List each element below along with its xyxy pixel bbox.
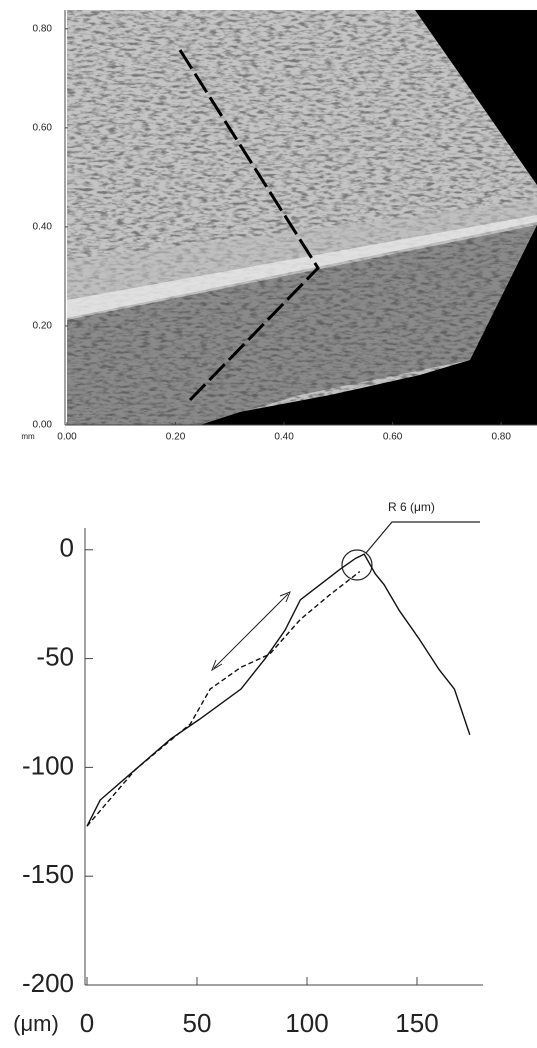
y-tick-label: -200	[22, 968, 74, 998]
y-tick-label: 0.80	[33, 23, 53, 34]
y-tick-label: -150	[22, 859, 74, 889]
x-tick-label: 150	[395, 1008, 438, 1038]
x-tick-label: 0.60	[383, 432, 403, 443]
x-tick-label: 0.40	[274, 432, 294, 443]
profile-line	[86, 553, 471, 827]
y-tick-label: 0	[60, 533, 74, 563]
y-tick-label: 0.00	[33, 420, 53, 431]
micrograph	[67, 10, 537, 425]
x-tick-label: 50	[183, 1008, 212, 1038]
profile-line	[86, 570, 361, 827]
x-tick-label: 0.80	[491, 432, 511, 443]
x-tick-label: 0.00	[57, 432, 77, 443]
y-tick-label: 0.40	[33, 222, 53, 233]
y-tick-label: -100	[22, 750, 74, 780]
y-tick-label: 0.60	[33, 123, 53, 134]
x-tick-label: 100	[285, 1008, 328, 1038]
x-unit: mm	[21, 432, 35, 441]
x-tick-label: 0.20	[166, 432, 186, 443]
x-tick-label: 0	[80, 1008, 94, 1038]
profile-annotations	[210, 521, 480, 672]
y-tick-label: 0.20	[33, 321, 53, 332]
y-tick-label: -50	[36, 641, 74, 671]
annotation: R 6 (μm)	[388, 500, 435, 514]
x-unit: (μm)	[13, 1011, 59, 1036]
